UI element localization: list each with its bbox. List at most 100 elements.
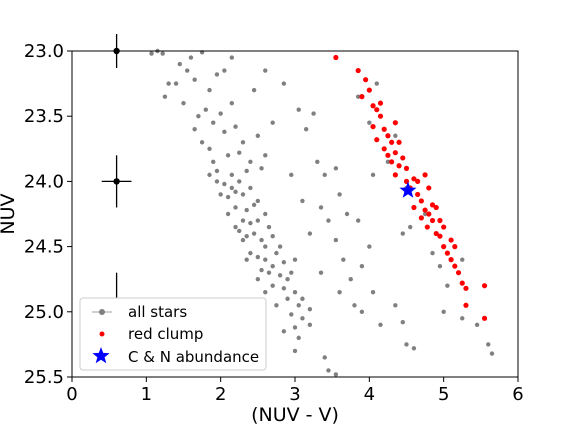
red-clump-point xyxy=(459,280,465,286)
error-bar-point xyxy=(113,178,120,185)
y-tick-label: 25.5 xyxy=(24,367,64,388)
legend-red-clump-label: red clump xyxy=(128,325,203,343)
all-stars-point xyxy=(229,185,235,191)
red-clump-point xyxy=(463,302,469,308)
red-clump-point xyxy=(481,283,488,289)
red-clump-point xyxy=(441,224,447,230)
all-stars-point xyxy=(188,55,194,60)
all-stars-point xyxy=(207,146,212,151)
all-stars-point xyxy=(166,81,171,86)
all-stars-point xyxy=(341,257,346,262)
all-stars-point xyxy=(255,277,261,282)
y-tick-label: 24.5 xyxy=(24,237,64,258)
all-stars-point xyxy=(318,205,324,210)
all-stars-point xyxy=(203,107,208,112)
all-stars-point xyxy=(289,172,294,178)
red-clump-point xyxy=(377,113,384,119)
red-clump-point xyxy=(455,270,462,276)
red-clump-point xyxy=(377,100,384,106)
all-stars-point xyxy=(307,322,313,328)
red-clump-point xyxy=(448,237,454,243)
red-clump-point xyxy=(418,198,424,204)
all-stars-point xyxy=(162,94,168,99)
red-clump-point xyxy=(389,159,395,165)
legend-star-marker xyxy=(92,347,110,364)
red-clump-point xyxy=(418,215,424,221)
all-stars-point xyxy=(244,233,249,239)
all-stars-point xyxy=(181,100,186,106)
all-stars-point xyxy=(296,335,301,341)
all-stars-point xyxy=(270,120,275,125)
all-stars-point xyxy=(263,68,268,73)
all-stars-point xyxy=(207,172,212,178)
all-stars-point xyxy=(225,153,231,158)
y-tick-label: 24.0 xyxy=(24,171,64,192)
red-clump-point xyxy=(385,133,391,139)
red-clump-point xyxy=(437,233,443,239)
all-stars-point xyxy=(300,198,305,204)
y-tick-label: 23.5 xyxy=(24,106,64,127)
red-clump-point xyxy=(370,124,376,130)
red-clump-point xyxy=(392,172,398,178)
all-stars-point xyxy=(199,140,205,145)
red-clump-point xyxy=(424,224,430,230)
all-stars-point xyxy=(251,231,257,236)
all-stars-point xyxy=(211,159,216,165)
legend-cn-abundance-label: C & N abundance xyxy=(128,348,259,366)
legend-red-clump-marker xyxy=(99,331,105,337)
all-stars-point xyxy=(408,224,413,230)
all-stars-point xyxy=(240,237,246,243)
all-stars-point xyxy=(322,172,327,178)
red-clump-point xyxy=(452,263,458,269)
all-stars-point xyxy=(326,368,331,373)
all-stars-point xyxy=(318,270,324,275)
red-clump-point xyxy=(370,103,376,109)
all-stars-point xyxy=(430,250,435,256)
x-tick-label: 3 xyxy=(289,384,300,405)
all-stars-point xyxy=(211,120,216,125)
all-stars-point xyxy=(460,316,465,321)
all-stars-point xyxy=(289,312,294,317)
all-stars-point xyxy=(229,172,235,178)
all-stars-point xyxy=(214,179,220,184)
all-stars-point xyxy=(222,129,227,135)
all-stars-point xyxy=(218,192,223,197)
all-stars-point xyxy=(289,270,294,275)
red-clump-point xyxy=(355,67,361,74)
legend-box xyxy=(79,297,267,371)
all-stars-point xyxy=(370,290,376,295)
all-stars-point xyxy=(237,179,242,184)
all-stars-point xyxy=(160,51,165,56)
all-stars-point xyxy=(222,68,227,73)
all-stars-point xyxy=(333,372,339,377)
all-stars-point xyxy=(248,159,253,165)
y-axis-ticks: 23.0 23.5 24.0 24.5 25.0 25.5 xyxy=(24,41,72,388)
all-stars-point xyxy=(333,237,339,243)
all-stars-point xyxy=(411,346,417,351)
legend-all-stars-marker xyxy=(99,309,105,315)
all-stars-point xyxy=(277,244,283,249)
all-stars-point xyxy=(315,159,320,165)
all-stars-point xyxy=(149,51,154,56)
all-stars-point xyxy=(378,322,383,328)
all-stars-point xyxy=(259,267,264,273)
all-stars-point xyxy=(214,168,220,174)
all-stars-point xyxy=(225,211,231,217)
all-stars-point xyxy=(255,198,261,204)
red-clump-point xyxy=(452,244,458,250)
all-stars-point xyxy=(292,257,298,262)
all-stars-point xyxy=(400,231,405,236)
all-stars-point xyxy=(337,290,342,295)
all-stars-point xyxy=(248,220,253,226)
all-stars-point xyxy=(285,277,290,282)
all-stars-point xyxy=(185,68,190,73)
all-stars-point xyxy=(192,77,197,82)
all-stars-point xyxy=(359,263,365,269)
all-stars-point xyxy=(259,237,264,243)
all-stars-point xyxy=(251,202,257,208)
red-clump-point xyxy=(448,257,454,263)
all-stars-point xyxy=(281,81,287,86)
all-stars-point xyxy=(274,303,279,308)
red-clump-point xyxy=(363,77,369,83)
